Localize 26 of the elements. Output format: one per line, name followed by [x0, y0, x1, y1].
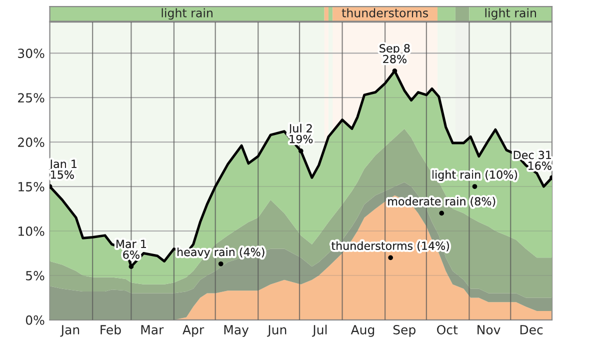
annotation: Jan 1 15%	[49, 160, 77, 179]
x-tick-label: Mar	[141, 325, 164, 334]
x-tick-label: Oct	[437, 325, 458, 334]
x-tick-label: Feb	[100, 324, 121, 334]
y-tick-label: 5%	[26, 270, 44, 280]
x-tick-label: Jul	[312, 324, 327, 337]
y-tick-label: 20%	[18, 138, 44, 147]
x-tick-label: Sep	[393, 325, 416, 337]
x-tick-label: Apr	[182, 325, 204, 337]
x-tick-label: Nov	[478, 325, 500, 334]
x-tick-label: Jan	[60, 325, 80, 337]
annotation: heavy rain (4%)	[178, 248, 264, 258]
annotation: light rain (10%)	[432, 170, 518, 181]
y-tick-label: 15%	[18, 182, 44, 192]
y-tick-label: 25%	[18, 93, 44, 103]
annotation: Sep 8 28%	[380, 44, 410, 64]
y-tick-label: 30%	[18, 48, 44, 58]
x-tick-label: May	[224, 325, 249, 337]
band-label: light rain	[485, 8, 536, 20]
x-tick-label: Dec	[520, 325, 543, 334]
band-label: light rain	[162, 8, 212, 20]
x-tick-label: Jun	[267, 325, 286, 337]
y-tick-label: 10%	[18, 226, 44, 236]
y-tick-label: 0%	[26, 315, 44, 325]
x-tick-label: Aug	[350, 325, 374, 337]
band-label: thunderstorms	[342, 8, 428, 18]
